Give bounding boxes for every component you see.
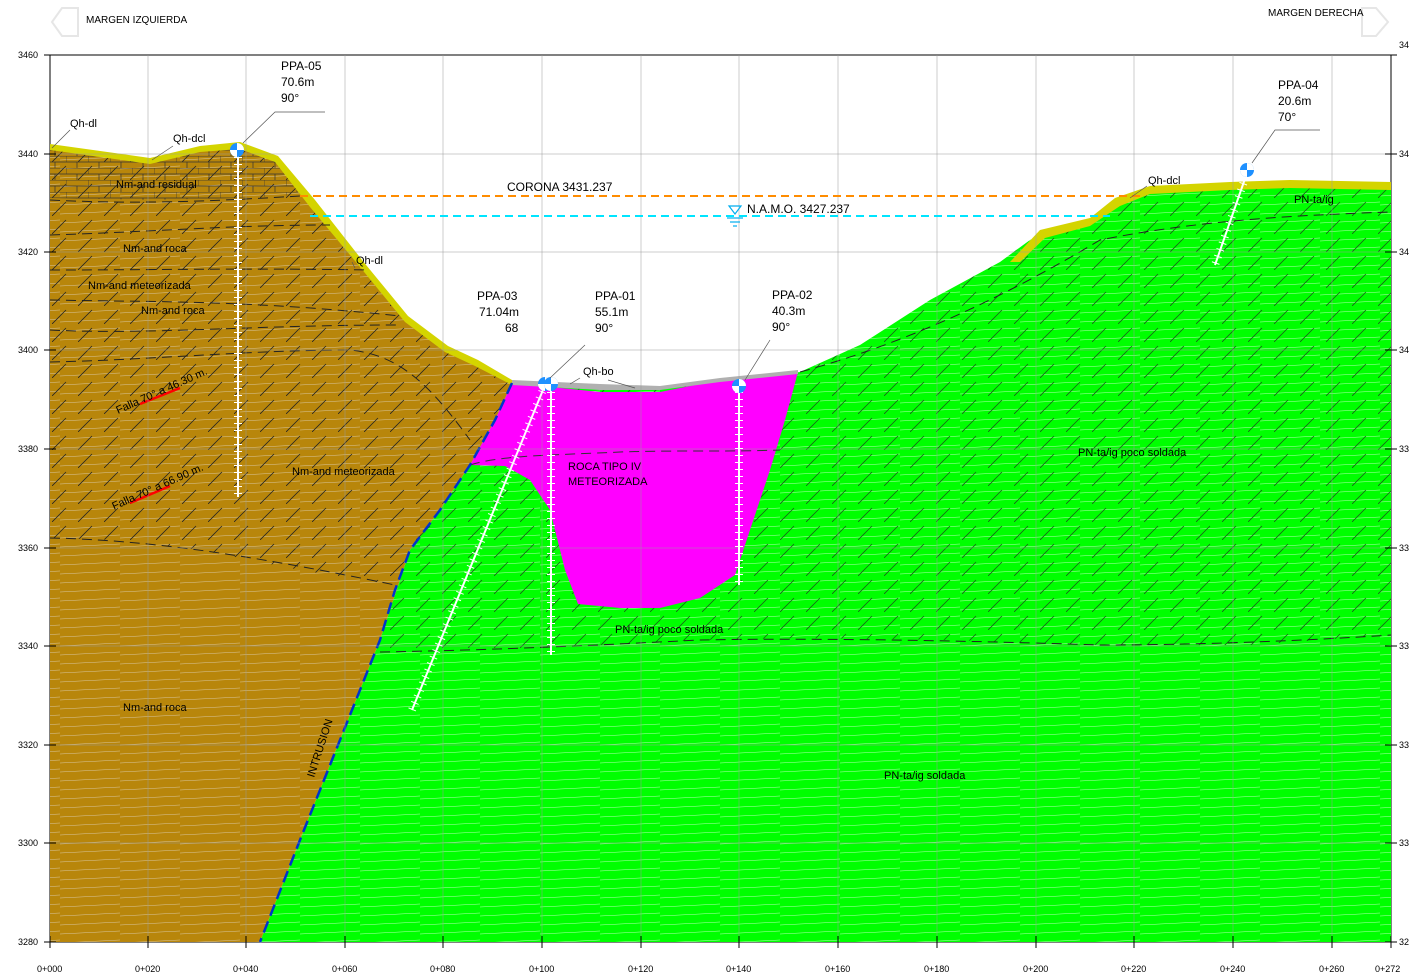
chainage-tick-label: 0+040 xyxy=(233,964,258,974)
nm-and-meteorizada-hatch xyxy=(50,147,512,585)
elev-tick-label: 3420 xyxy=(18,247,38,257)
pn-poco-soldada-label-1: PN-ta/ig poco soldada xyxy=(1078,447,1187,459)
elev-tick-label: 3340 xyxy=(18,641,38,651)
leader-lines xyxy=(51,111,1320,389)
ppa-05-id: PPA-05 xyxy=(281,59,322,73)
qh-dl-top-label: Qh-dl xyxy=(70,118,97,130)
borehole-marker-icon[interactable] xyxy=(732,379,746,393)
namo-label: N.A.M.O. 3427.237 xyxy=(747,202,850,216)
right-elev-tick-label: 34 xyxy=(1399,345,1409,355)
ppa-01-length: 55.1m xyxy=(595,305,628,319)
elev-tick-label: 3460 xyxy=(18,50,38,60)
right-elev-tick-label: 34 xyxy=(1399,149,1409,159)
chainage-tick-label: 0+140 xyxy=(726,964,751,974)
right-elev-tick-label: 33 xyxy=(1399,543,1409,553)
left-margin-label: MARGEN IZQUIERDA xyxy=(86,15,187,26)
elev-tick-label: 3380 xyxy=(18,444,38,454)
borehole-marker-icon[interactable] xyxy=(1240,163,1254,177)
elev-tick-label: 3280 xyxy=(18,937,38,947)
chainage-tick-label: 0+120 xyxy=(628,964,653,974)
nm-roca-label-2: Nm-and roca xyxy=(141,305,205,317)
chainage-tick-label: 0+160 xyxy=(825,964,850,974)
ppa-02-angle: 90° xyxy=(772,320,790,334)
pn-ta-ig-label: PN-ta/ig xyxy=(1294,194,1334,206)
pn-soldada-label: PN-ta/ig soldada xyxy=(884,770,966,782)
chainage-tick-label: 0+100 xyxy=(529,964,554,974)
roca-meteorizada-label: METEORIZADA xyxy=(568,476,648,488)
ppa-04-angle: 70° xyxy=(1278,110,1296,124)
chainage-tick-label: 0+200 xyxy=(1023,964,1048,974)
qh-dcl-left-label: Qh-dcl xyxy=(173,133,205,145)
ppa-01-id: PPA-01 xyxy=(595,289,636,303)
borehole-ppa-03-trace xyxy=(408,383,549,712)
water-level-icon xyxy=(727,205,743,227)
ppa-05-length: 70.6m xyxy=(281,75,314,89)
nm-meteorizada-label-1: Nm-and meteorizada xyxy=(88,280,192,292)
qh-dl-slope-label: Qh-dl xyxy=(356,255,383,267)
ppa-02-length: 40.3m xyxy=(772,304,805,318)
roca-internal-contact xyxy=(469,449,781,466)
borehole-ppa-04-trace xyxy=(1211,168,1252,267)
right-margin-label: MARGEN DERECHA xyxy=(1268,8,1364,19)
chainage-tick-label: 0+060 xyxy=(332,964,357,974)
qh-colluvium-left xyxy=(50,142,512,385)
right-elev-tick-label: 33 xyxy=(1399,838,1409,848)
ppa-03-id: PPA-03 xyxy=(477,289,518,303)
axis-tick-marks xyxy=(44,54,1397,948)
elev-tick-label: 3320 xyxy=(18,740,38,750)
ppa-03-angle: 68 xyxy=(505,321,519,335)
right-elev-tick-label: 33 xyxy=(1399,740,1409,750)
ppa-04-length: 20.6m xyxy=(1278,94,1311,108)
right-elev-tick-label: 33 xyxy=(1399,444,1409,454)
borehole-marker-icon[interactable] xyxy=(230,143,244,157)
chainage-tick-label: 0+260 xyxy=(1319,964,1344,974)
right-elev-tick-label: 32 xyxy=(1399,937,1409,947)
pn-poco-soldada-label-2: PN-ta/ig poco soldada xyxy=(615,624,724,636)
roca-tipo-iv-label: ROCA TIPO IV xyxy=(568,461,642,473)
ppa-02-id: PPA-02 xyxy=(772,288,813,302)
elev-tick-label: 3400 xyxy=(18,345,38,355)
elev-tick-label: 3440 xyxy=(18,149,38,159)
corona-label: CORONA 3431.237 xyxy=(507,180,613,194)
ppa-05-angle: 90° xyxy=(281,91,299,105)
ppa-01-angle: 90° xyxy=(595,321,613,335)
qh-bo-label: Qh-bo xyxy=(583,366,614,378)
borehole-marker-icon[interactable] xyxy=(544,377,558,391)
chainage-tick-label: 0+080 xyxy=(430,964,455,974)
chainage-tick-label: 0+240 xyxy=(1220,964,1245,974)
ppa-03-length: 71.04m xyxy=(479,305,519,319)
qh-bo-alluvium xyxy=(512,370,798,390)
left-margin-arrow-icon xyxy=(50,7,79,37)
right-elev-tick-label: 34 xyxy=(1399,40,1409,50)
right-margin-arrow-icon xyxy=(1361,7,1390,37)
qh-dcl-right-label: Qh-dcl xyxy=(1148,175,1180,187)
chainage-tick-label: 0+220 xyxy=(1121,964,1146,974)
right-elev-tick-label: 34 xyxy=(1399,247,1409,257)
chainage-tick-label: 0+180 xyxy=(924,964,949,974)
fault-line-2 xyxy=(129,484,171,505)
qh-colluvium-right xyxy=(1010,180,1391,262)
nm-meteorizada-label-2: Nm-and meteorizada xyxy=(292,466,396,478)
nm-residual-label: Nm-and residual xyxy=(116,179,197,191)
right-elev-tick-label: 33 xyxy=(1399,641,1409,651)
elev-tick-label: 3360 xyxy=(18,543,38,553)
ppa-04-id: PPA-04 xyxy=(1278,78,1319,92)
nm-roca-label-3: Nm-and roca xyxy=(123,702,187,714)
chainage-tick-label: 0+020 xyxy=(135,964,160,974)
intrusion-contact xyxy=(258,382,514,943)
chainage-tick-label: 0+000 xyxy=(37,964,62,974)
elev-tick-label: 3300 xyxy=(18,838,38,848)
fault-line-1 xyxy=(139,386,181,406)
chainage-tick-label: 0+272 xyxy=(1375,964,1400,974)
nm-roca-label-1: Nm-and roca xyxy=(123,243,187,255)
